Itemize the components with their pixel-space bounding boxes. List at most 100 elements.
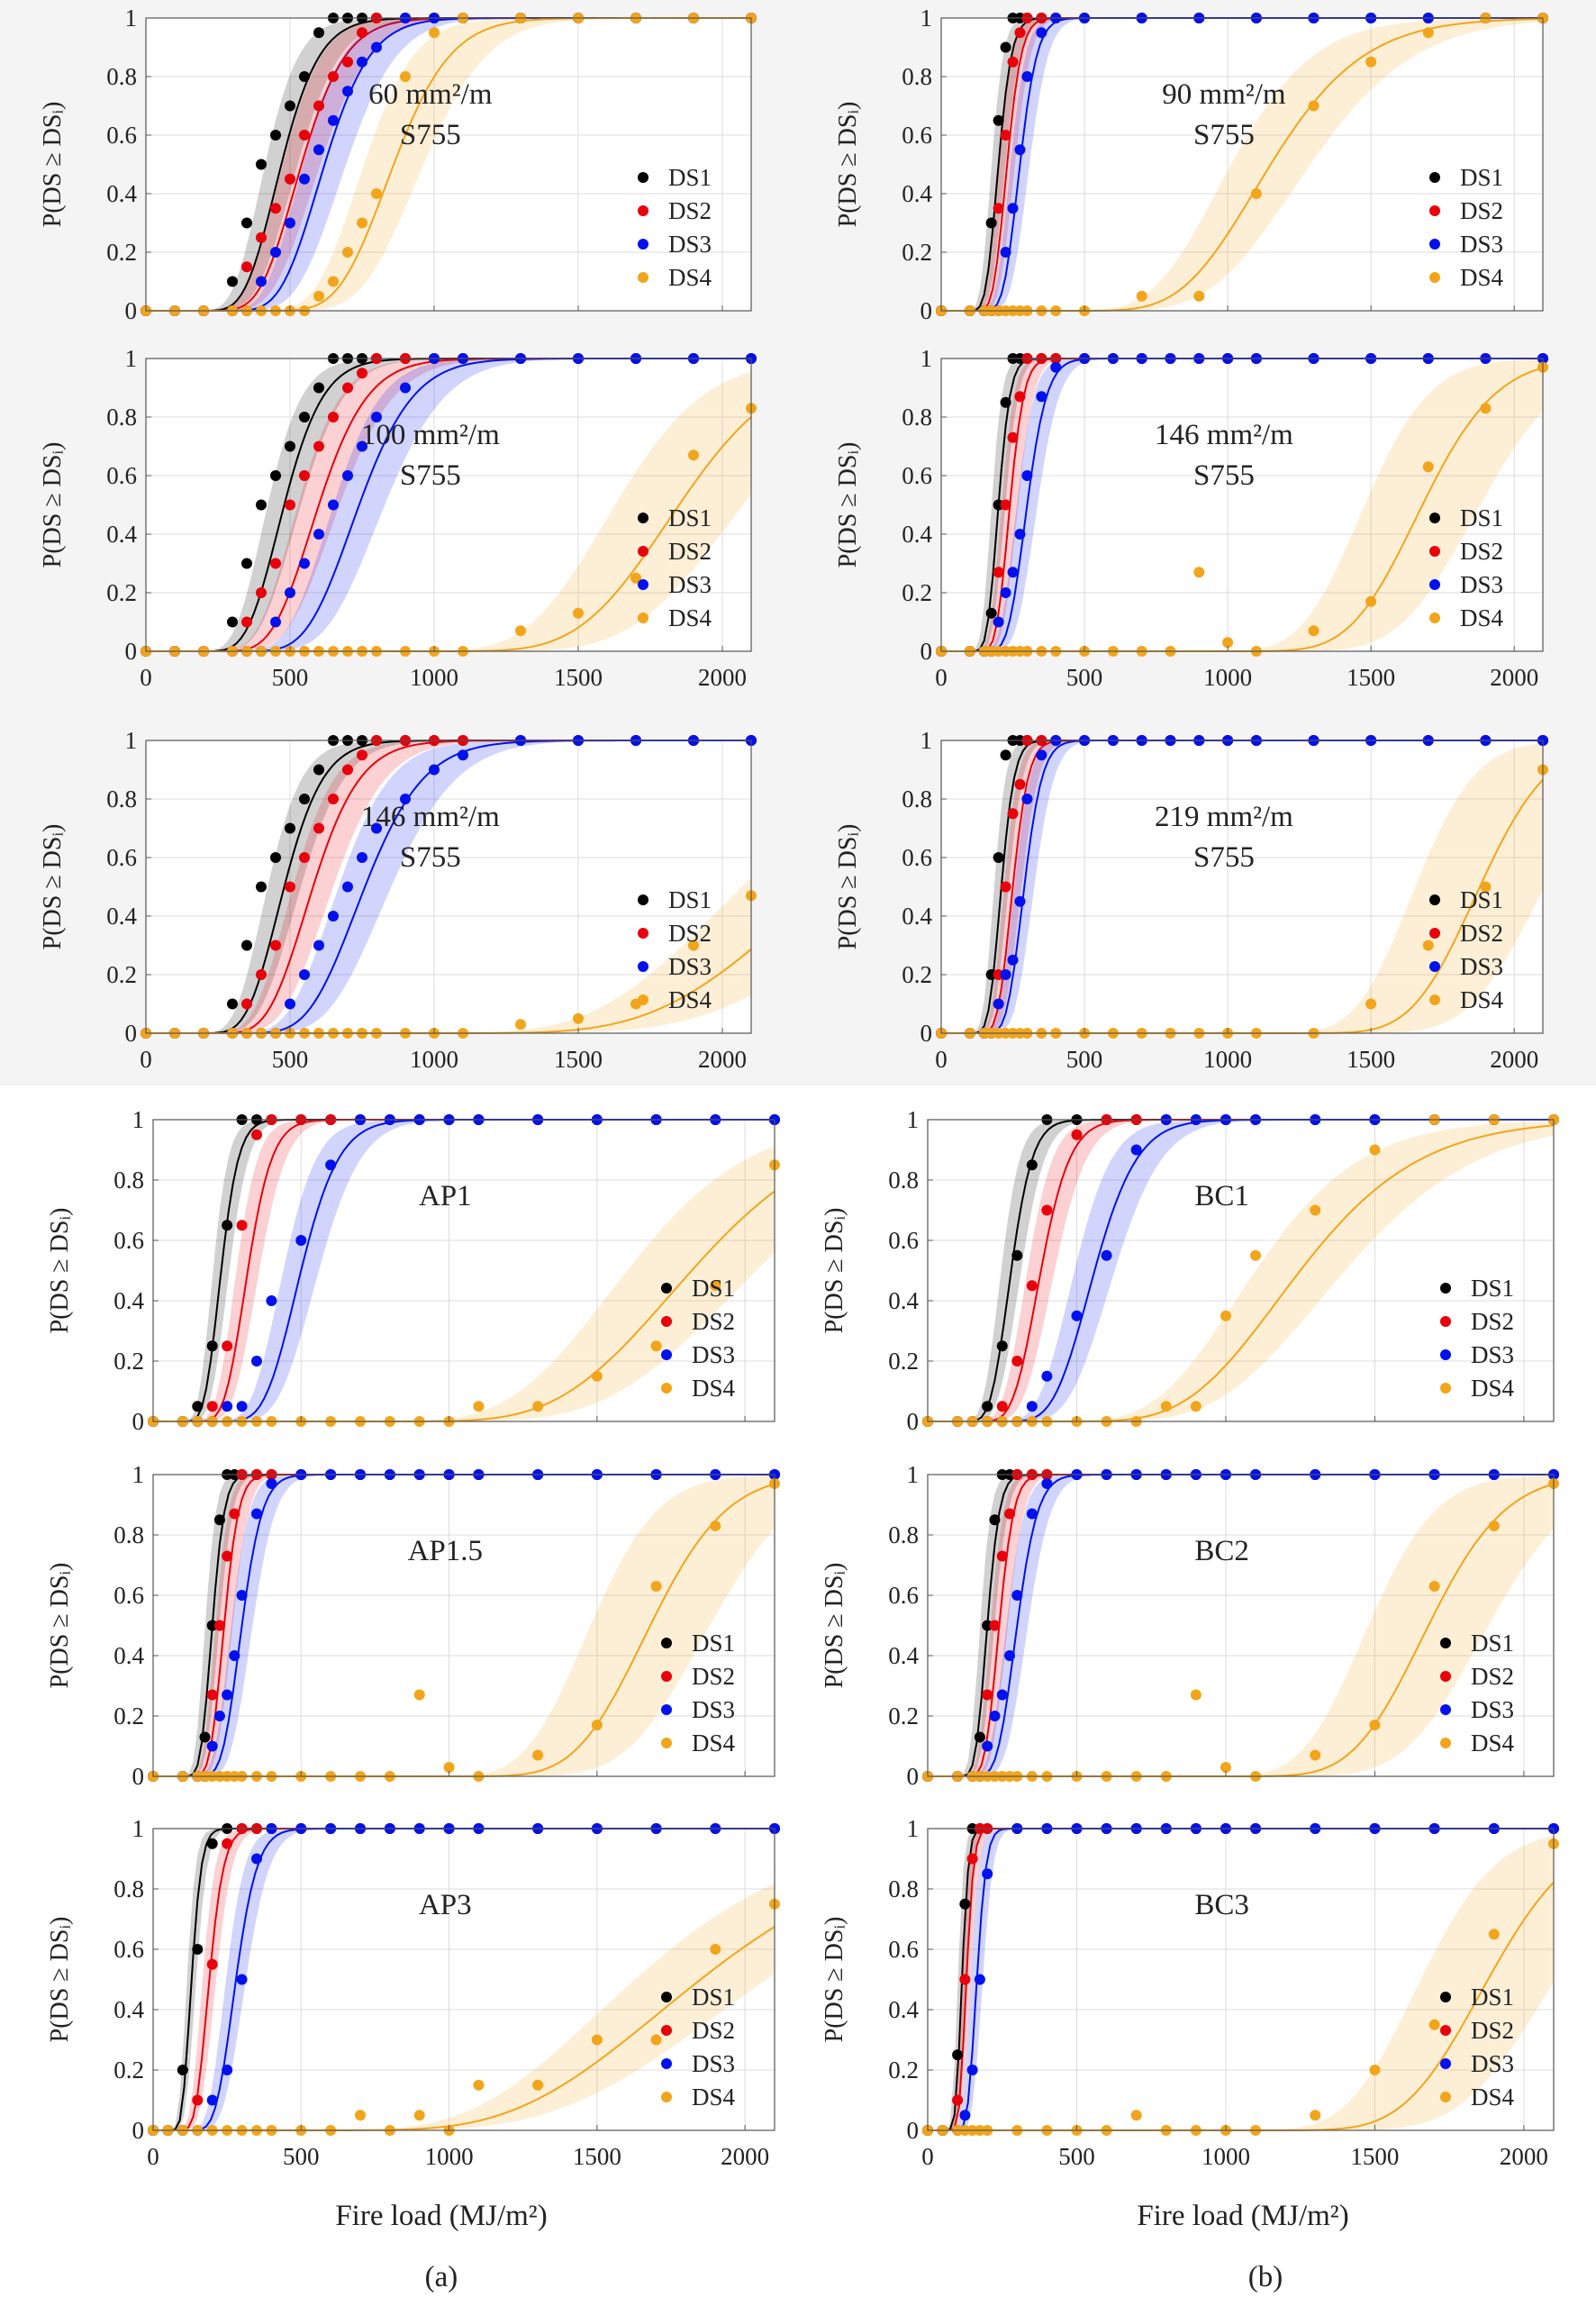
confidence-band-ds4 (153, 1475, 775, 1776)
y-tick-label: 0.6 (106, 462, 137, 489)
x-tick-label: 500 (1066, 664, 1103, 691)
data-point-ds1 (199, 1731, 211, 1743)
legend-marker-ds3 (1440, 1349, 1451, 1360)
legend-marker-ds4 (638, 613, 648, 623)
y-tick-label: 0.2 (902, 961, 932, 988)
data-point-ds1 (285, 822, 295, 834)
axes-frame (152, 1828, 775, 2131)
data-point-ds3 (342, 86, 353, 97)
y-tick-label: 1 (132, 1815, 145, 1842)
panel-sublabel: S755 (400, 459, 461, 492)
x-tick-label: 1500 (554, 1046, 603, 1073)
y-tick-label: 0 (907, 1408, 920, 1435)
data-point-ds1 (985, 607, 997, 619)
data-point-ds3 (371, 822, 382, 834)
y-tick-label: 0.8 (888, 1875, 919, 1902)
data-point-ds2 (1007, 808, 1019, 820)
data-point-ds1 (299, 794, 310, 804)
confidence-band-ds1 (146, 359, 751, 651)
legend-marker-ds2 (638, 928, 648, 939)
y-tick-label: 0.2 (113, 1702, 144, 1730)
data-point-ds4 (1310, 2110, 1321, 2121)
data-point-ds4 (1130, 2110, 1142, 2121)
legend-label-ds1: DS1 (1460, 164, 1503, 191)
panel-5: 0 0.2 0.4 0.6 0.8 1 0 500 1000 1500 2000 P(DS ≥ DSᵢ… (39, 727, 757, 1073)
data-point-ds2 (222, 1340, 233, 1352)
data-point-ds2 (206, 1401, 218, 1412)
legend-marker-ds1 (1440, 1283, 1451, 1294)
panel-label: AP1 (419, 1180, 472, 1212)
data-point-ds4 (413, 2110, 425, 2121)
legend-label-ds1: DS1 (1471, 1630, 1514, 1657)
y-tick-label: 1 (125, 345, 138, 372)
panel-1: 0 0.2 0.4 0.6 0.8 1 P(DS ≥ DSᵢ) 60 mm²/m S755 DS1… (39, 5, 757, 324)
legend-marker-ds3 (638, 239, 648, 250)
y-tick-label: 0.6 (113, 1582, 144, 1609)
data-point-ds3 (328, 114, 339, 126)
data-point-ds3 (1014, 895, 1026, 907)
x-tick-label: 500 (283, 2143, 320, 2170)
data-point-ds1 (227, 998, 238, 1010)
plot-area (941, 740, 1543, 1033)
data-point-ds2 (241, 998, 252, 1010)
data-point-ds2 (342, 764, 353, 776)
y-axis-label: P(DS ≥ DSᵢ) (46, 1917, 74, 2043)
y-tick-label: 0.6 (888, 1227, 919, 1254)
legend-marker-ds4 (661, 2092, 672, 2102)
y-tick-label: 1 (907, 1461, 920, 1488)
data-point-ds3 (270, 616, 281, 628)
legend-marker-ds2 (638, 546, 648, 557)
data-point-ds1 (1000, 749, 1011, 761)
data-point-ds3 (342, 881, 353, 893)
y-tick-label: 1 (907, 1106, 920, 1133)
legend-label-ds3: DS3 (692, 1696, 735, 1723)
legend-marker-ds1 (1440, 1638, 1451, 1648)
data-point-ds2 (256, 969, 267, 980)
y-tick-label: 0.6 (902, 462, 932, 489)
legend-label-ds2: DS2 (1471, 2017, 1514, 2044)
data-point-ds4 (1190, 1689, 1202, 1701)
y-tick-label: 1 (125, 727, 138, 754)
data-point-ds2 (256, 587, 267, 598)
data-point-ds2 (966, 1853, 978, 1865)
confidence-band-ds4 (153, 1883, 775, 2130)
data-point-ds4 (591, 1370, 603, 1382)
y-tick-label: 0 (920, 1020, 933, 1047)
data-point-ds4 (355, 2110, 366, 2121)
data-point-ds4 (710, 1280, 721, 1292)
legend-label-ds3: DS3 (1471, 1696, 1514, 1723)
data-point-ds1 (313, 27, 324, 39)
y-tick-label: 0 (125, 297, 138, 324)
y-axis-label: P(DS ≥ DSᵢ) (821, 1917, 848, 2043)
data-point-ds2 (328, 794, 339, 804)
data-point-ds2 (270, 203, 281, 214)
data-point-ds3 (1007, 954, 1019, 966)
data-point-ds1 (1011, 1249, 1023, 1261)
legend-marker-ds4 (638, 994, 648, 1005)
panel-label: BC2 (1194, 1535, 1249, 1567)
data-point-ds2 (285, 881, 295, 893)
data-point-ds2 (236, 1220, 248, 1231)
y-tick-label: 0.2 (113, 1348, 144, 1375)
panel-label: 219 mm²/m (1155, 801, 1293, 833)
legend-label-ds4: DS4 (668, 986, 712, 1013)
data-point-ds4 (1369, 1720, 1381, 1731)
data-point-ds3 (1050, 361, 1062, 373)
data-point-ds4 (1365, 56, 1377, 68)
x-tick-label: 500 (272, 664, 309, 691)
data-point-ds3 (299, 173, 310, 185)
data-point-ds2 (229, 1508, 240, 1520)
data-point-ds3 (357, 852, 367, 863)
data-point-ds3 (313, 940, 324, 951)
data-point-ds3 (328, 499, 339, 511)
confidence-band-ds1 (146, 740, 751, 1033)
panel-label: BC3 (1194, 1889, 1249, 1921)
panel-sublabel: S755 (1193, 459, 1255, 492)
data-point-ds4 (532, 1749, 544, 1761)
data-point-ds4 (1310, 1749, 1321, 1761)
data-point-ds2 (299, 852, 310, 863)
y-tick-label: 1 (920, 727, 933, 754)
y-tick-label: 0.4 (106, 903, 137, 930)
data-point-ds2 (270, 940, 281, 951)
plot-area (928, 1475, 1554, 1776)
